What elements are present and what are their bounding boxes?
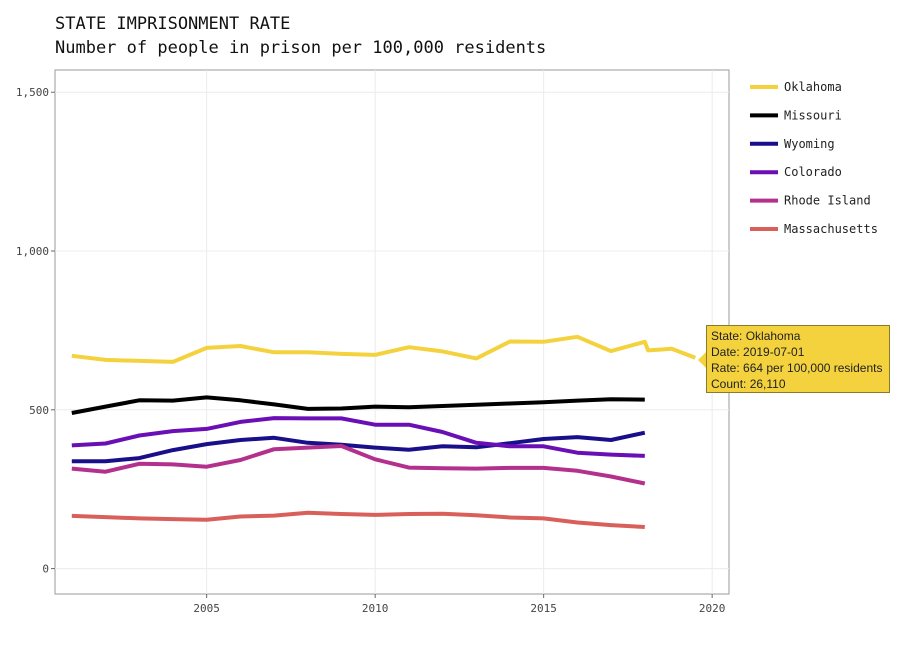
chart-subtitle: Number of people in prison per 100,000 r… bbox=[55, 38, 547, 58]
y-axis: 0 500 1,000 1,500 bbox=[16, 86, 55, 576]
y-tick-label: 500 bbox=[29, 404, 49, 417]
y-tick-label: 1,000 bbox=[16, 245, 49, 258]
x-tick-label: 2015 bbox=[530, 602, 557, 615]
y-tick-label: 1,500 bbox=[16, 86, 49, 99]
legend-label-rhode-island[interactable]: Rhode Island bbox=[784, 194, 871, 208]
y-tick-label: 0 bbox=[42, 563, 49, 576]
series-line-oklahoma[interactable] bbox=[71, 334, 697, 364]
series-line-rhode-island[interactable] bbox=[71, 444, 646, 486]
x-tick-label: 2020 bbox=[699, 602, 726, 615]
legend: Oklahoma Missouri Wyoming Colorado Rhode Isl… bbox=[750, 80, 878, 236]
series-line-missouri[interactable] bbox=[71, 395, 645, 415]
legend-label-oklahoma[interactable]: Oklahoma bbox=[784, 80, 842, 94]
series-line-wyoming[interactable] bbox=[71, 430, 646, 464]
x-tick-label: 2005 bbox=[193, 602, 220, 615]
x-axis: 2005 2010 2015 2020 bbox=[193, 594, 725, 615]
chart-title: STATE IMPRISONMENT RATE bbox=[55, 14, 291, 34]
x-tick-label: 2010 bbox=[362, 602, 389, 615]
plot-panel bbox=[54, 69, 730, 595]
tooltip-pointer bbox=[698, 352, 706, 368]
legend-label-wyoming[interactable]: Wyoming bbox=[784, 137, 835, 151]
hover-tooltip: State: Oklahoma Date: 2019-07-01 Rate: 6… bbox=[706, 325, 890, 393]
legend-label-missouri[interactable]: Missouri bbox=[784, 108, 842, 122]
series-line-massachusetts[interactable] bbox=[71, 510, 645, 529]
legend-label-colorado[interactable]: Colorado bbox=[784, 165, 842, 179]
legend-label-massachusetts[interactable]: Massachusetts bbox=[784, 222, 878, 236]
tooltip-count: Count: 26,110 bbox=[711, 377, 786, 391]
series-line-colorado[interactable] bbox=[71, 416, 645, 458]
tooltip-rate: Rate: 664 per 100,000 residents bbox=[711, 361, 883, 375]
tooltip-date: Date: 2019-07-01 bbox=[711, 345, 805, 359]
tooltip-state: State: Oklahoma bbox=[711, 329, 801, 343]
series-lines bbox=[71, 334, 697, 529]
